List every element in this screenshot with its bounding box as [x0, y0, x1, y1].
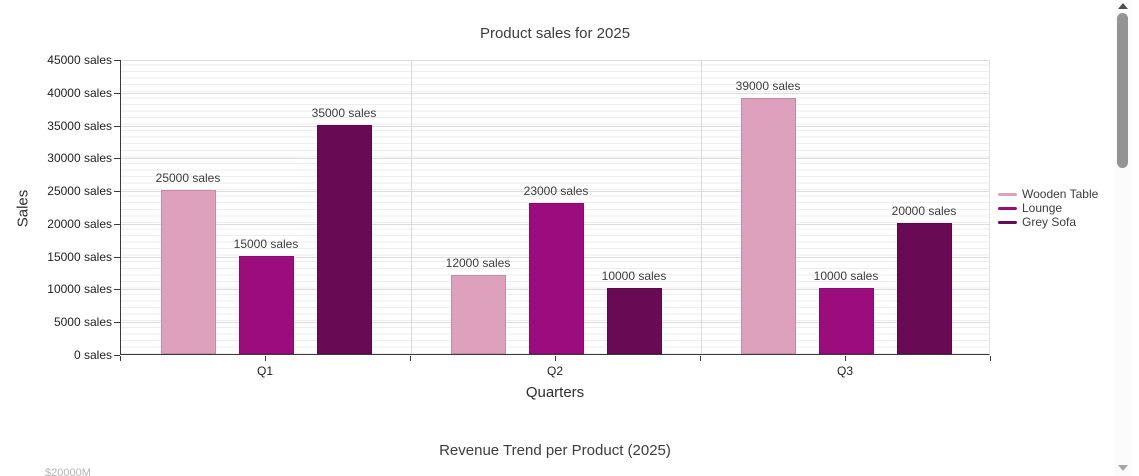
bar-value-label: 10000 sales	[601, 269, 667, 284]
legend-swatch-icon	[998, 192, 1017, 196]
y-tick-label: 30000 sales	[47, 151, 112, 166]
second-chart-title: Revenue Trend per Product (2025)	[439, 442, 671, 459]
y-tick-mark	[114, 60, 120, 61]
scrollbar-down-icon[interactable]	[1118, 465, 1128, 471]
x-tick-mark	[845, 356, 846, 361]
bar-value-label: 12000 sales	[445, 256, 511, 271]
bar-value-label: 20000 sales	[891, 203, 957, 218]
bar-wooden-table[interactable]	[450, 275, 506, 354]
y-tick-label: 0 sales	[73, 348, 112, 362]
gridline-major	[121, 60, 989, 61]
bar-lounge[interactable]	[528, 203, 584, 354]
bar-wooden-table[interactable]	[160, 190, 216, 354]
plot-area: 25000 sales 15000 sales 35000 sales 12000 s…	[120, 60, 990, 355]
bar-value-label: 15000 sales	[233, 236, 299, 251]
y-tick-label: 25000 sales	[47, 184, 112, 199]
y-tick-label: 15000 sales	[47, 249, 112, 264]
gridline-major	[121, 125, 989, 127]
x-tick-mark	[555, 356, 556, 361]
y-axis-title: Sales	[14, 189, 32, 228]
x-category-label: Q1	[256, 364, 274, 378]
scrollbar-up-icon[interactable]	[1118, 3, 1128, 9]
bar-lounge[interactable]	[238, 255, 294, 354]
y-tick-mark	[114, 322, 120, 324]
bar-lounge[interactable]	[818, 288, 874, 354]
legend-item-wooden-table[interactable]: Wooden Table	[998, 187, 1098, 201]
y-tick-label: 35000 sales	[47, 118, 112, 133]
x-tick-mark	[265, 356, 266, 361]
legend-item-grey-sofa[interactable]: Grey Sofa	[998, 215, 1098, 229]
y-tick-mark	[114, 223, 120, 225]
y-tick-label: 45000 sales	[47, 53, 112, 67]
y-tick-label: 20000 sales	[47, 216, 112, 231]
bar-grey-sofa[interactable]	[606, 288, 662, 354]
x-tick-mark	[700, 356, 701, 361]
y-tick-label: 40000 sales	[47, 85, 112, 100]
legend: Wooden Table Lounge Grey Sofa	[998, 187, 1098, 229]
x-tick-mark	[120, 356, 121, 361]
bar-value-label: 23000 sales	[523, 184, 589, 199]
y-tick-label: 10000 sales	[47, 282, 112, 297]
x-tick-mark	[410, 356, 411, 361]
bar-value-label: 39000 sales	[735, 79, 801, 94]
bar-grey-sofa[interactable]	[896, 222, 952, 354]
legend-item-lounge[interactable]: Lounge	[998, 201, 1098, 215]
y-tick-mark	[114, 92, 120, 94]
legend-label: Wooden Table	[1022, 187, 1099, 201]
legend-swatch-icon	[998, 206, 1017, 210]
gridline-major	[121, 92, 989, 94]
y-tick-mark	[114, 289, 120, 291]
bar-value-label: 35000 sales	[311, 105, 377, 120]
y-tick-label: 5000 sales	[53, 315, 112, 330]
y-tick-mark	[114, 125, 120, 127]
scrollbar-thumb[interactable]	[1117, 13, 1128, 168]
gridline-major	[121, 191, 989, 193]
vertical-scrollbar[interactable]	[1115, 0, 1131, 476]
x-category-label: Q3	[836, 364, 854, 378]
gridline-vertical	[411, 60, 412, 354]
y-tick-mark	[114, 191, 120, 193]
bar-grey-sofa[interactable]	[316, 124, 372, 354]
legend-label: Lounge	[1022, 201, 1063, 215]
gridline-major	[121, 158, 989, 160]
chart-title: Product sales for 2025	[479, 25, 631, 42]
x-category-label: Q2	[546, 364, 564, 378]
x-tick-mark	[990, 356, 991, 361]
bar-value-label: 10000 sales	[813, 269, 879, 284]
second-chart-partial-ytick: $20000M	[45, 467, 91, 476]
gridline-vertical	[701, 60, 702, 354]
y-tick-mark	[114, 355, 120, 356]
x-axis-title: Quarters	[525, 384, 585, 401]
legend-swatch-icon	[998, 220, 1017, 224]
legend-label: Grey Sofa	[1022, 215, 1077, 229]
bar-value-label: 25000 sales	[155, 171, 221, 186]
y-tick-mark	[114, 158, 120, 160]
y-tick-mark	[114, 256, 120, 258]
bar-wooden-table[interactable]	[740, 98, 796, 354]
